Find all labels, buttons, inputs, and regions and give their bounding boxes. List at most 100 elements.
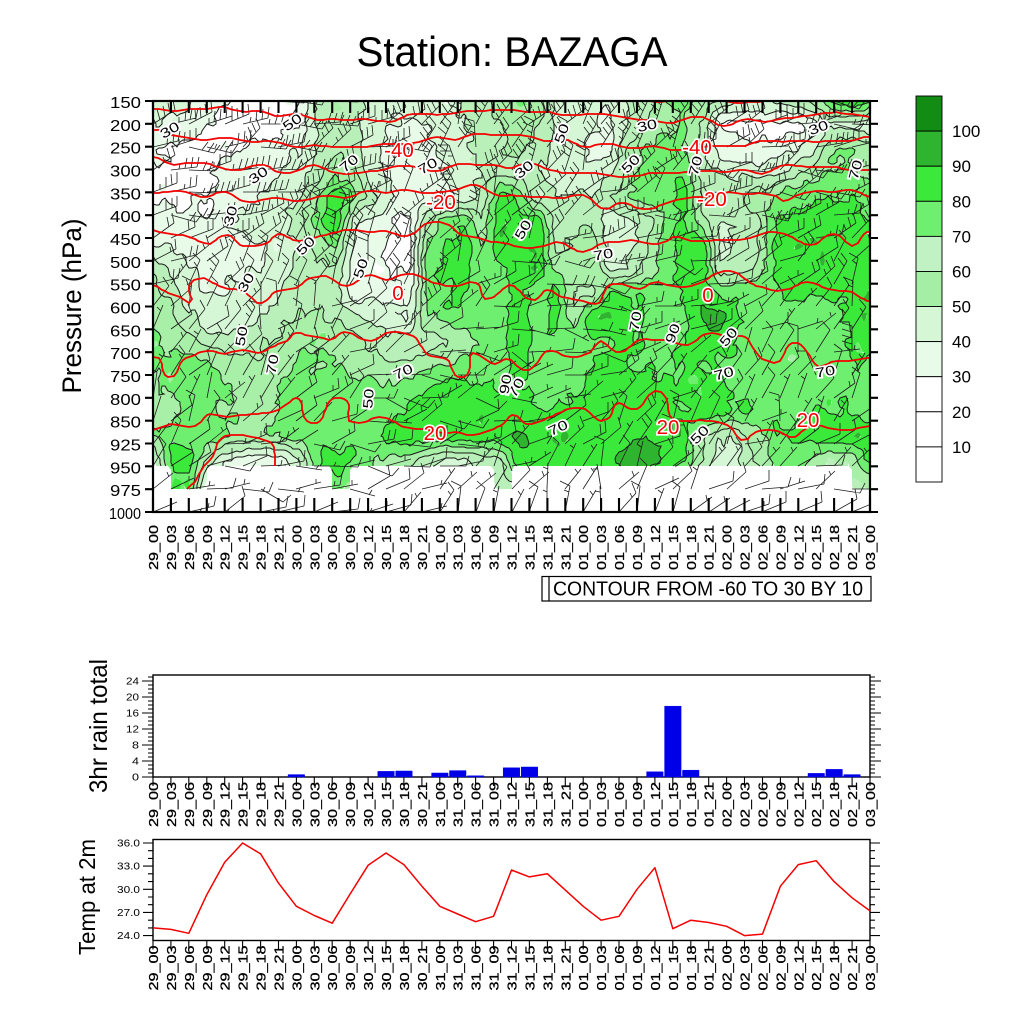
svg-text:01_06: 01_06 (612, 525, 627, 570)
svg-text:750: 750 (110, 369, 141, 386)
svg-text:30_09: 30_09 (343, 782, 358, 827)
svg-text:31_03: 31_03 (451, 782, 466, 827)
svg-text:10: 10 (952, 438, 971, 457)
svg-text:01_00: 01_00 (576, 782, 591, 827)
svg-text:29_06: 29_06 (182, 946, 197, 991)
svg-text:600: 600 (110, 301, 141, 318)
svg-text:30_18: 30_18 (397, 525, 412, 570)
svg-text:30_12: 30_12 (361, 782, 376, 827)
svg-text:12: 12 (126, 724, 139, 736)
svg-text:30_06: 30_06 (325, 782, 340, 827)
svg-text:01_03: 01_03 (594, 946, 609, 991)
svg-text:30: 30 (952, 368, 971, 387)
svg-text:01_03: 01_03 (594, 525, 609, 570)
svg-text:30_15: 30_15 (379, 782, 394, 827)
svg-text:100: 100 (952, 122, 980, 141)
svg-text:29_18: 29_18 (254, 946, 269, 991)
svg-text:Temp at 2m: Temp at 2m (74, 839, 100, 955)
svg-text:31_00: 31_00 (433, 525, 448, 570)
svg-text:29_09: 29_09 (200, 525, 215, 570)
svg-text:29_15: 29_15 (236, 782, 251, 827)
svg-text:02_21: 02_21 (845, 946, 860, 991)
svg-text:450: 450 (110, 232, 141, 249)
svg-text:30_21: 30_21 (415, 782, 430, 827)
svg-text:01_21: 01_21 (702, 946, 717, 991)
svg-text:02_18: 02_18 (827, 946, 842, 991)
svg-text:01_12: 01_12 (648, 946, 663, 991)
svg-text:24.0: 24.0 (117, 930, 140, 942)
svg-text:60: 60 (952, 263, 971, 282)
svg-text:02_06: 02_06 (756, 525, 771, 570)
svg-text:31_15: 31_15 (522, 946, 537, 991)
svg-text:02_15: 02_15 (809, 782, 824, 827)
svg-text:29_12: 29_12 (218, 525, 233, 570)
svg-text:31_15: 31_15 (522, 782, 537, 827)
svg-text:31_03: 31_03 (451, 525, 466, 570)
svg-text:500: 500 (110, 255, 141, 272)
svg-text:29_15: 29_15 (236, 946, 251, 991)
svg-text:31_15: 31_15 (522, 525, 537, 570)
svg-text:02_18: 02_18 (827, 525, 842, 570)
svg-text:29_09: 29_09 (200, 782, 215, 827)
svg-text:30_09: 30_09 (343, 525, 358, 570)
svg-text:200: 200 (110, 118, 141, 135)
svg-text:31_06: 31_06 (469, 946, 484, 991)
svg-text:02_06: 02_06 (756, 782, 771, 827)
svg-text:29_00: 29_00 (146, 525, 161, 570)
svg-text:29_06: 29_06 (182, 525, 197, 570)
svg-text:-40: -40 (682, 136, 712, 159)
svg-text:30_12: 30_12 (361, 946, 376, 991)
svg-text:02_09: 02_09 (773, 525, 788, 570)
svg-text:150: 150 (110, 95, 141, 112)
svg-text:02_21: 02_21 (845, 525, 860, 570)
svg-text:02_12: 02_12 (791, 525, 806, 570)
svg-text:30_03: 30_03 (307, 782, 322, 827)
svg-text:20: 20 (657, 416, 680, 439)
svg-text:30_21: 30_21 (415, 946, 430, 991)
svg-text:3hr rain total: 3hr rain total (85, 659, 113, 793)
svg-text:400: 400 (110, 209, 141, 226)
svg-text:02_03: 02_03 (738, 946, 753, 991)
svg-text:70: 70 (626, 310, 644, 332)
svg-text:30_12: 30_12 (361, 525, 376, 570)
svg-text:03_00: 03_00 (863, 782, 878, 827)
svg-text:30_15: 30_15 (379, 525, 394, 570)
svg-text:30_15: 30_15 (379, 946, 394, 991)
svg-text:02_03: 02_03 (738, 782, 753, 827)
svg-text:02_00: 02_00 (720, 782, 735, 827)
svg-text:29_21: 29_21 (272, 782, 287, 827)
svg-text:03_00: 03_00 (863, 946, 878, 991)
svg-text:02_03: 02_03 (738, 525, 753, 570)
svg-text:70: 70 (952, 227, 971, 246)
svg-text:29_03: 29_03 (164, 782, 179, 827)
svg-text:0: 0 (702, 284, 713, 307)
svg-text:250: 250 (110, 141, 141, 158)
svg-text:02_21: 02_21 (845, 782, 860, 827)
svg-text:31_21: 31_21 (558, 946, 573, 991)
svg-text:31_21: 31_21 (558, 782, 573, 827)
svg-text:31_09: 31_09 (487, 946, 502, 991)
svg-text:20: 20 (424, 422, 447, 445)
svg-text:70: 70 (712, 364, 735, 384)
svg-text:29_09: 29_09 (200, 946, 215, 991)
svg-text:31_00: 31_00 (433, 946, 448, 991)
svg-text:01_12: 01_12 (648, 782, 663, 827)
svg-text:31_12: 31_12 (505, 782, 520, 827)
svg-text:02_09: 02_09 (773, 946, 788, 991)
svg-text:20: 20 (126, 692, 139, 704)
svg-text:29_12: 29_12 (218, 946, 233, 991)
svg-text:30_03: 30_03 (307, 525, 322, 570)
svg-text:33.0: 33.0 (117, 861, 140, 873)
svg-text:01_03: 01_03 (594, 782, 609, 827)
svg-text:01_15: 01_15 (666, 946, 681, 991)
svg-text:950: 950 (110, 460, 141, 477)
svg-text:-40: -40 (384, 139, 414, 162)
svg-text:27.0: 27.0 (117, 907, 140, 919)
svg-text:700: 700 (110, 346, 141, 363)
svg-text:01_18: 01_18 (684, 525, 699, 570)
svg-text:01_06: 01_06 (612, 946, 627, 991)
svg-text:850: 850 (110, 415, 141, 432)
svg-text:-20: -20 (426, 191, 456, 214)
svg-text:29_03: 29_03 (164, 946, 179, 991)
svg-text:01_15: 01_15 (666, 525, 681, 570)
